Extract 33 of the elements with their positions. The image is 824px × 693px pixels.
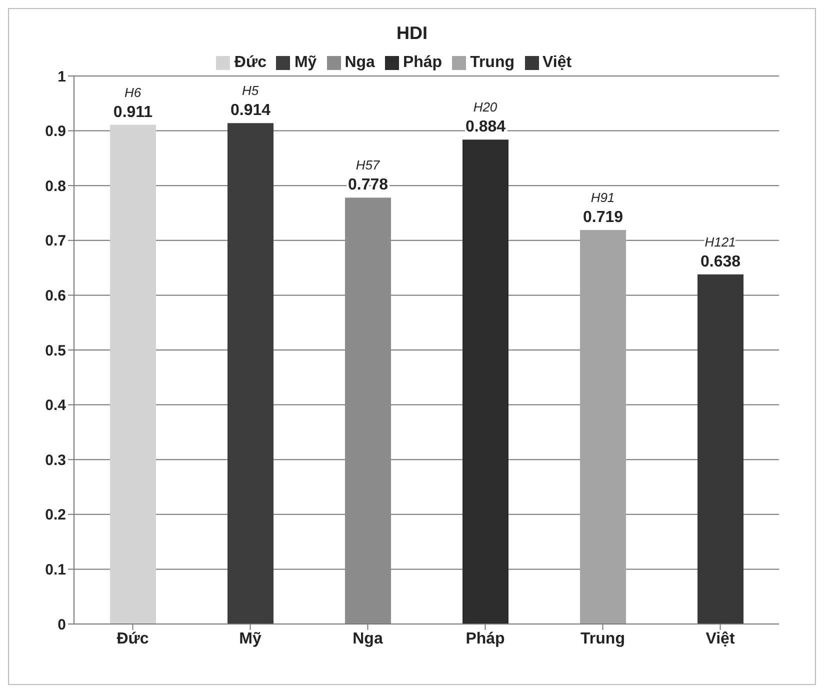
y-tick-label: 0.6 bbox=[45, 288, 66, 305]
data-label: 0.911 bbox=[113, 104, 153, 121]
x-tick-label: Đức bbox=[116, 630, 149, 648]
annotation: H57 bbox=[356, 158, 380, 173]
y-tick-label: 0.7 bbox=[45, 232, 66, 250]
data-label: 0.638 bbox=[700, 253, 741, 270]
chart-title: HDI bbox=[396, 23, 428, 44]
x-tick-label: Việt bbox=[706, 630, 736, 648]
x-tick-label: Pháp bbox=[466, 630, 506, 648]
x-tick-label: Nga bbox=[352, 630, 383, 648]
legend-label: Nga bbox=[344, 54, 375, 71]
legend-label: Mỹ bbox=[294, 54, 317, 71]
legend-label: Việt bbox=[542, 54, 572, 71]
legend-label: Đức bbox=[234, 54, 266, 71]
x-tick-label: Trung bbox=[580, 630, 625, 648]
legend-label: Trung bbox=[470, 54, 514, 71]
y-tick-label: 0.8 bbox=[45, 178, 66, 195]
data-label: 0.719 bbox=[582, 208, 624, 226]
annotation: H5 bbox=[242, 83, 260, 98]
y-tick-label: 0.5 bbox=[45, 342, 66, 360]
y-tick-label: 0.9 bbox=[45, 123, 66, 140]
y-tick-label: 1 bbox=[58, 68, 66, 86]
annotation: H6 bbox=[124, 84, 142, 100]
annotation: H20 bbox=[473, 100, 498, 115]
y-tick-label: 0.2 bbox=[45, 506, 66, 524]
x-tick-label: Mỹ bbox=[239, 630, 262, 648]
annotation: H91 bbox=[590, 190, 615, 205]
legend-label: Pháp bbox=[402, 54, 442, 71]
data-label: 0.914 bbox=[230, 102, 271, 120]
y-tick-label: 0.1 bbox=[45, 562, 66, 579]
y-tick-label: 0 bbox=[58, 616, 66, 634]
y-tick-label: 0.4 bbox=[45, 397, 67, 414]
y-tick-label: 0.3 bbox=[45, 452, 66, 469]
